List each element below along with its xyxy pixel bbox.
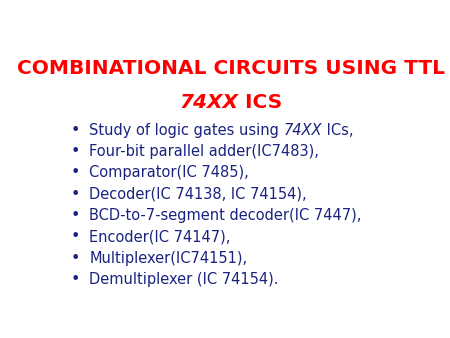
Text: •: • bbox=[71, 165, 80, 180]
Text: •: • bbox=[71, 123, 80, 138]
Text: •: • bbox=[71, 187, 80, 201]
Text: Demultiplexer (IC 74154).: Demultiplexer (IC 74154). bbox=[90, 272, 279, 287]
Text: BCD-to-7-segment decoder(IC 7447),: BCD-to-7-segment decoder(IC 7447), bbox=[90, 208, 362, 223]
Text: Four-bit parallel adder(IC7483),: Four-bit parallel adder(IC7483), bbox=[90, 144, 319, 159]
Text: Multiplexer(IC74151),: Multiplexer(IC74151), bbox=[90, 250, 248, 266]
Text: ICs,: ICs, bbox=[322, 123, 354, 138]
Text: Encoder(IC 74147),: Encoder(IC 74147), bbox=[90, 229, 231, 244]
Text: •: • bbox=[71, 272, 80, 287]
Text: ICS: ICS bbox=[238, 93, 282, 112]
Text: COMBINATIONAL CIRCUITS USING TTL: COMBINATIONAL CIRCUITS USING TTL bbox=[17, 59, 445, 78]
Text: •: • bbox=[71, 208, 80, 223]
Text: •: • bbox=[71, 229, 80, 244]
Text: 74XX: 74XX bbox=[284, 123, 322, 138]
Text: Comparator(IC 7485),: Comparator(IC 7485), bbox=[90, 165, 249, 180]
Text: •: • bbox=[71, 144, 80, 159]
Text: Study of logic gates using: Study of logic gates using bbox=[90, 123, 284, 138]
Text: Decoder(IC 74138, IC 74154),: Decoder(IC 74138, IC 74154), bbox=[90, 187, 307, 201]
Text: 74XX: 74XX bbox=[179, 93, 238, 112]
Text: •: • bbox=[71, 250, 80, 266]
